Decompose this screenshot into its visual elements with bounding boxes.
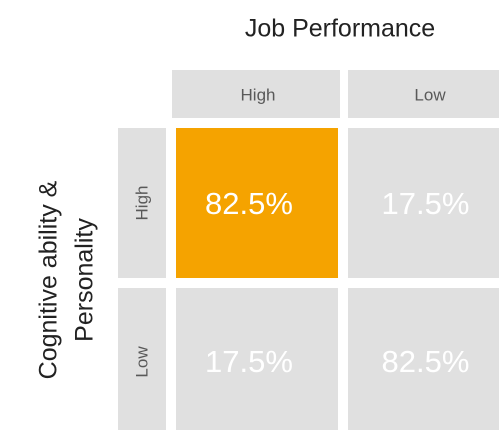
- cell-value: 82.5%: [382, 344, 470, 379]
- row-header-box: [118, 128, 166, 278]
- title: Job Performance: [245, 15, 435, 43]
- row-header: Low: [132, 346, 151, 378]
- cell: [176, 288, 338, 430]
- column-header: High: [241, 85, 276, 104]
- row-axis-title: Cognitive ability & Personality: [35, 180, 99, 379]
- cell-value: 17.5%: [382, 186, 470, 221]
- row-header-box: [118, 288, 166, 430]
- row-axis-title-line: Cognitive ability &: [35, 180, 63, 379]
- cell: [348, 128, 499, 278]
- column-header: Low: [414, 85, 446, 104]
- cell-value: 82.5%: [205, 186, 293, 221]
- row-axis-title-line: Personality: [71, 218, 99, 342]
- cell: [348, 288, 499, 430]
- cell: [176, 128, 338, 278]
- column-header-box: [348, 70, 499, 118]
- row-header: High: [132, 186, 151, 221]
- column-header-box: [172, 70, 340, 118]
- cell-value: 17.5%: [205, 344, 293, 379]
- cells: 82.5% 17.5% 17.5% 82.5%: [176, 128, 499, 430]
